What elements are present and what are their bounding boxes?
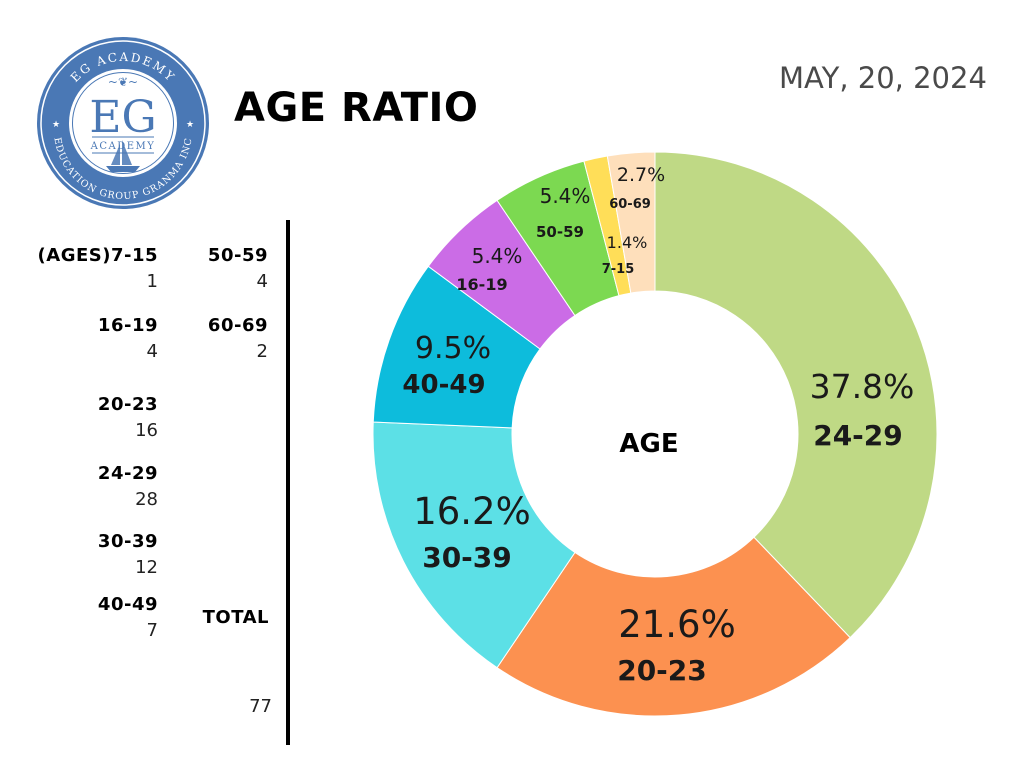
slice-percent-label: 37.8%: [810, 367, 915, 406]
age-group-count: 7: [146, 620, 158, 641]
donut-slice-50-59: [496, 160, 620, 317]
slice-percent-label: 2.7%: [617, 164, 665, 186]
age-group-label: (AGES)7-15: [37, 245, 158, 266]
logo-monogram: EG: [89, 92, 156, 143]
slice-name-label: 60-69: [609, 197, 651, 212]
slice-percent-label: 9.5%: [415, 331, 491, 366]
age-group-item: 16-19 4: [98, 317, 158, 361]
slice-name-label: 30-39: [422, 541, 512, 574]
age-group-count: 12: [135, 557, 158, 578]
age-group-item: 24-29 28: [98, 465, 158, 509]
age-group-label: 50-59: [207, 245, 268, 266]
age-group-label: 16-19: [97, 315, 158, 336]
slice-name-label: 16-19: [456, 275, 507, 294]
age-group-label: 40-49: [97, 594, 158, 615]
slice-percent-label: 1.4%: [607, 233, 648, 252]
donut-slice-30-39: [372, 421, 576, 669]
slice-name-label: 50-59: [536, 223, 584, 241]
age-group-item: 60-69 2: [208, 317, 268, 361]
donut-slice-60-69: [606, 151, 656, 294]
donut-slice-7-15: [583, 155, 632, 297]
age-group-count: 28: [135, 489, 158, 510]
slice-name-label: 24-29: [813, 419, 903, 452]
slice-percent-label: 5.4%: [472, 244, 523, 268]
slice-name-label: 20-23: [617, 654, 707, 687]
total-label: TOTAL: [202, 607, 269, 628]
age-group-item: 50-59 4: [208, 247, 268, 291]
age-group-label: 60-69: [207, 315, 268, 336]
age-group-item: (AGES)7-15 1: [38, 247, 158, 291]
logo-ship-icon: [106, 140, 140, 172]
logo-ornament-icon: ~❦~: [108, 75, 138, 89]
age-group-count: 16: [135, 420, 158, 441]
donut-slice-16-19: [427, 199, 576, 350]
age-group-item: 40-49 7: [98, 596, 158, 640]
age-group-label: 30-39: [97, 531, 158, 552]
slice-percent-label: 21.6%: [618, 603, 736, 646]
logo-star-left: ★: [52, 120, 60, 130]
age-group-label: 24-29: [97, 463, 158, 484]
logo-star-right: ★: [186, 120, 194, 130]
donut-slice-40-49: [372, 265, 541, 429]
age-group-count: 1: [146, 271, 158, 292]
eg-academy-logo: EG ACADEMY EDUCATION GROUP GRANMA INC ★ …: [37, 37, 209, 209]
slice-percent-label: 16.2%: [413, 490, 531, 533]
slice-name-label: 7-15: [602, 262, 635, 277]
age-group-count: 2: [256, 341, 268, 362]
slice-percent-label: 5.4%: [540, 184, 591, 208]
date-label: MAY, 20, 2024: [779, 61, 987, 95]
donut-slice-20-23: [496, 536, 851, 717]
logo-subtext: ACADEMY: [90, 141, 156, 152]
age-group-item: 20-23 16: [98, 396, 158, 440]
total-value: 77: [249, 696, 272, 717]
age-group-count: 4: [146, 341, 158, 362]
slice-name-label: 40-49: [402, 370, 485, 400]
summary-divider: [286, 220, 290, 745]
age-group-count: 4: [256, 271, 268, 292]
age-group-label: 20-23: [97, 394, 158, 415]
donut-slice-24-29: [654, 151, 938, 639]
donut-center-label: AGE: [619, 429, 678, 459]
page-title: AGE RATIO: [234, 85, 479, 131]
age-group-item: 30-39 12: [98, 533, 158, 577]
